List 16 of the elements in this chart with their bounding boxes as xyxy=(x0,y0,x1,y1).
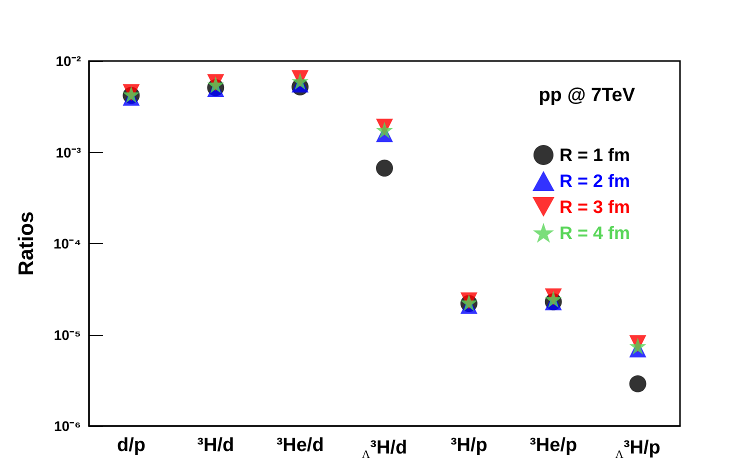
legend-label: R = 2 fm xyxy=(559,171,630,191)
y-tick-label: 10⁻⁵ xyxy=(54,326,81,343)
x-tick-label: ³H/d xyxy=(197,435,234,456)
x-tick-label: ³He/d xyxy=(276,435,324,456)
x-tick-label: ³He/p xyxy=(530,435,578,456)
legend-label: R = 3 fm xyxy=(559,196,630,217)
legend-label: R = 4 fm xyxy=(559,222,630,243)
annotation: pp @ 7TeV xyxy=(538,85,636,106)
x-tick-label: ³H/p xyxy=(450,435,488,456)
y-tick-label: 10⁻³ xyxy=(56,144,82,160)
y-tick-label: 10⁻⁶ xyxy=(54,418,81,434)
y-tick-label: 10⁻² xyxy=(56,53,82,69)
x-tick-label: d/p xyxy=(116,435,146,456)
y-axis-title: Ratios xyxy=(15,211,38,276)
y-tick-label: 10⁻⁴ xyxy=(54,236,82,252)
legend-label: R = 1 fm xyxy=(559,145,630,165)
